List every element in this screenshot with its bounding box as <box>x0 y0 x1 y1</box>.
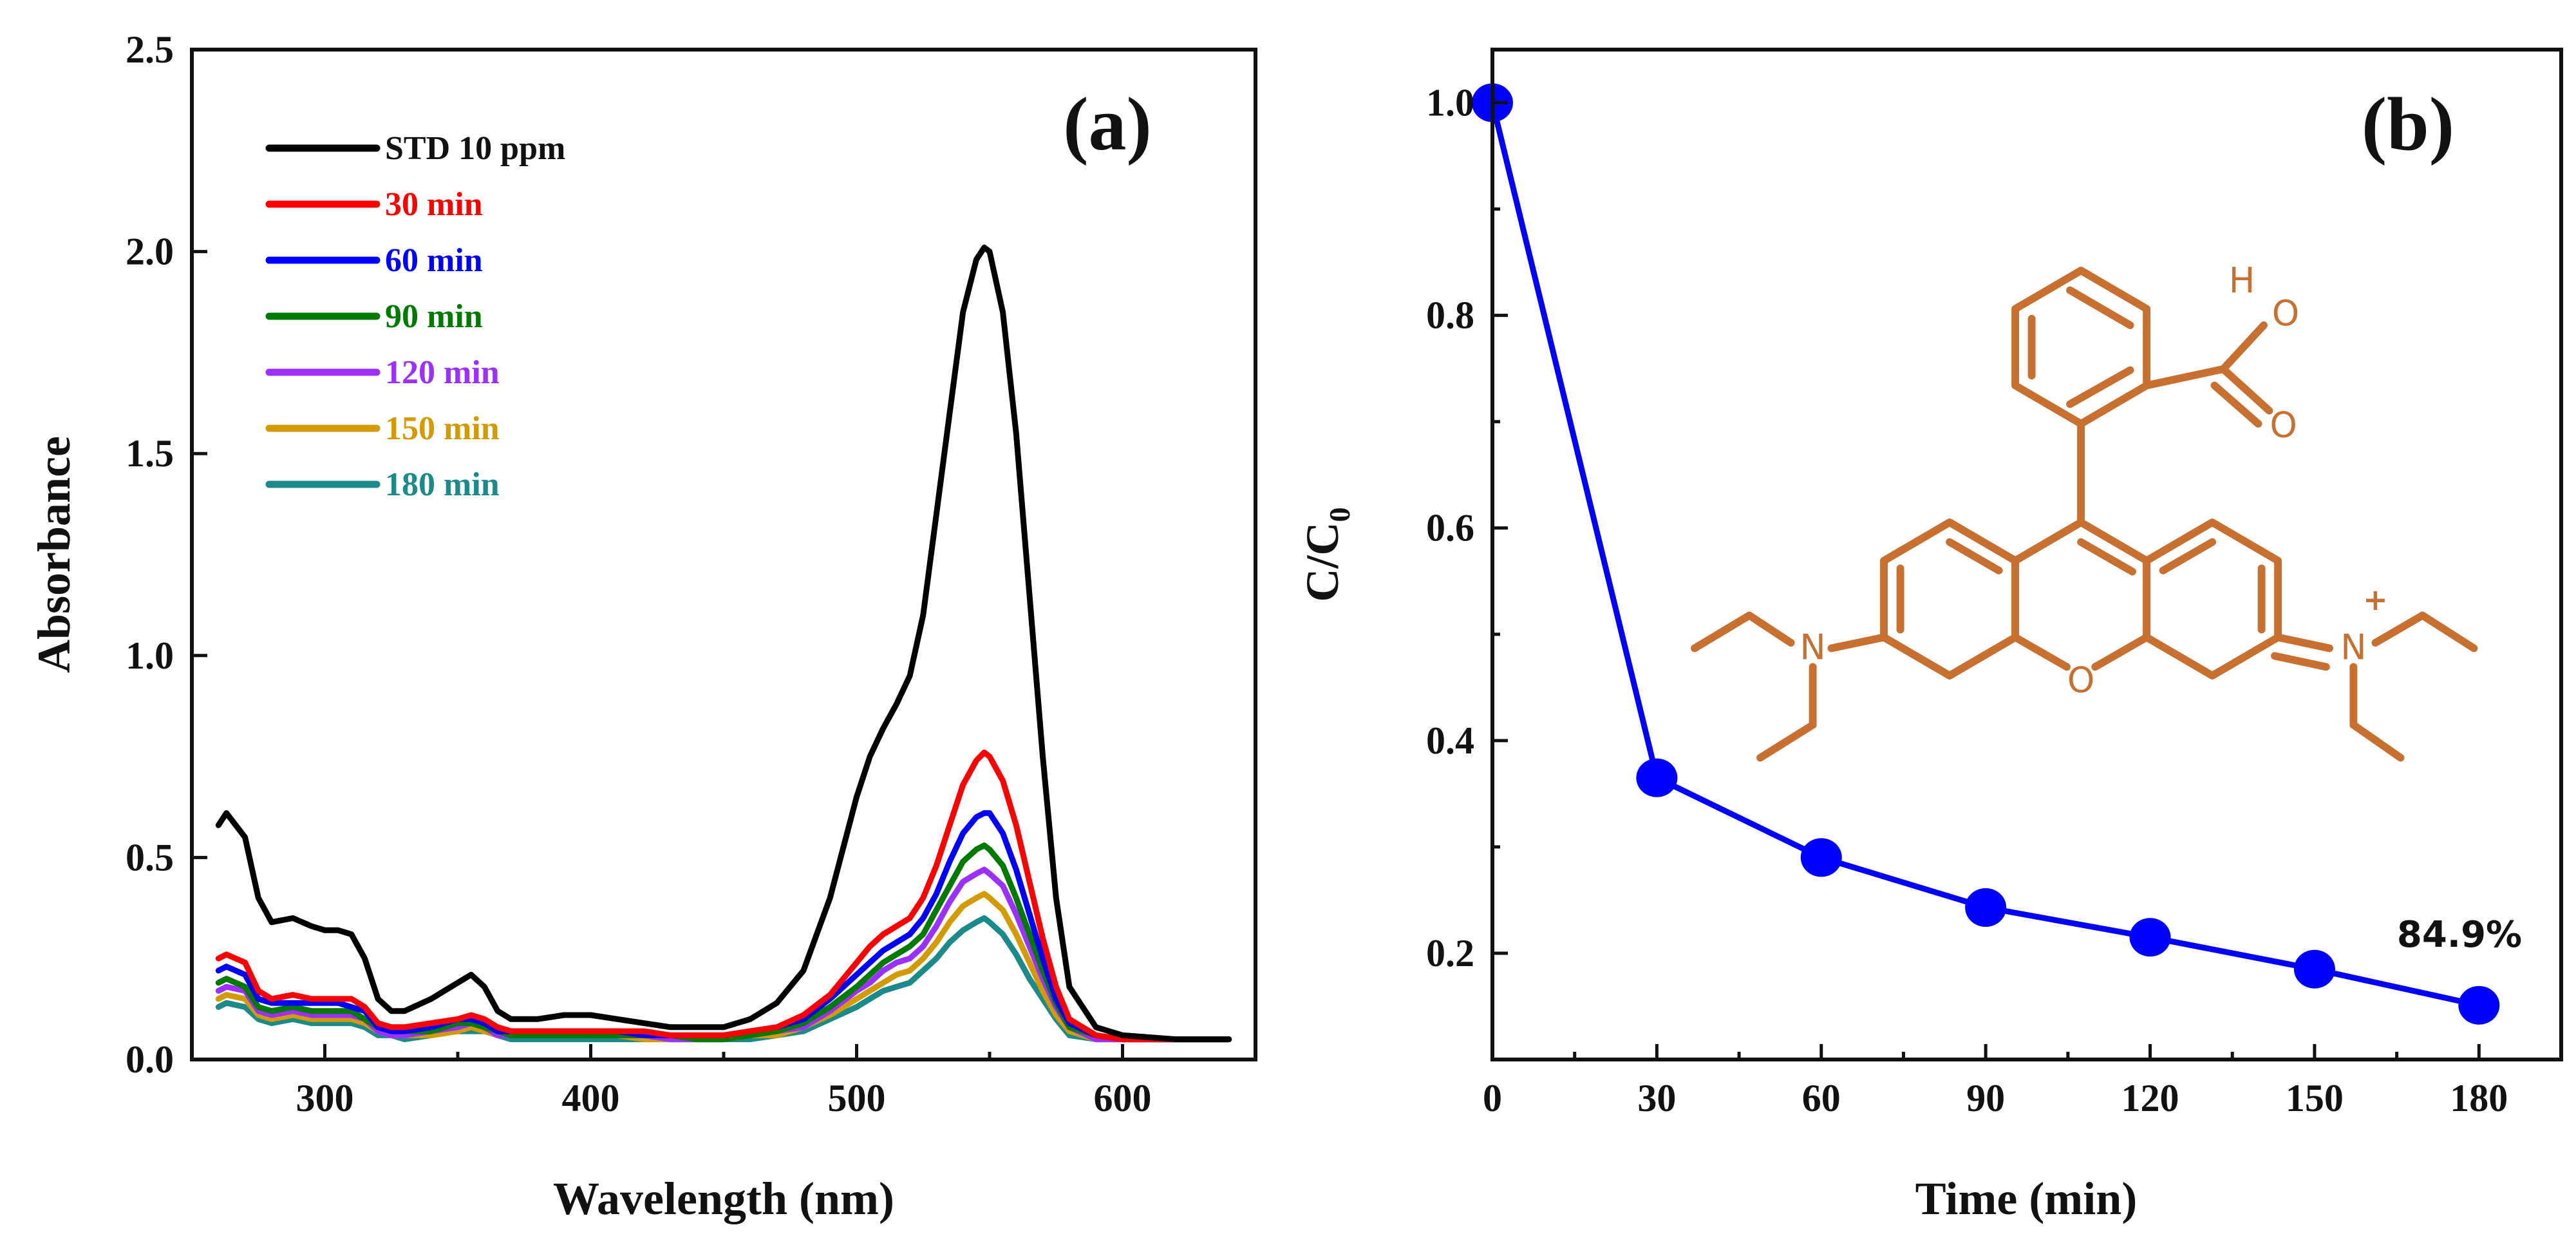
x-tick-label: 300 <box>296 1077 354 1119</box>
panel-a-x-axis-title: Wavelength (nm) <box>553 1173 894 1224</box>
y-tick-label: 0.0 <box>126 1038 174 1081</box>
panel-b-axis-ticks: 0 30 60 90 120 150 180 0.2 0.4 0.6 0.8 1.0 <box>1426 82 2508 1119</box>
atom-label-oxygen-carbonyl: O <box>2270 404 2297 445</box>
panel-b-y-axis-title: C/C0 <box>1297 508 1356 602</box>
removal-efficiency-annotation: 84.9% <box>2397 914 2522 956</box>
y-tick-label: 1.0 <box>1426 82 1474 124</box>
atom-label-oxygen-ring: O <box>2067 660 2095 701</box>
y-tick-label: 0.4 <box>1426 719 1474 762</box>
data-point-t150 <box>2293 949 2335 989</box>
y-title-main: C/C <box>1297 522 1348 602</box>
x-tick-label: 120 <box>2121 1077 2179 1119</box>
charge-plus-label: + <box>2363 582 2388 617</box>
panel-b-series <box>1472 83 2500 1025</box>
x-tick-label: 400 <box>562 1077 620 1119</box>
data-point-t60 <box>1800 838 1842 877</box>
panel-a-y-axis-title: Absorbance <box>28 436 80 673</box>
atom-label-nitrogen-left: N <box>1800 627 1825 668</box>
y-tick-label: 0.5 <box>126 836 174 879</box>
decay-line <box>1489 102 2480 1009</box>
legend-label-90-min: 90 min <box>385 298 483 335</box>
y-tick-label: 0.2 <box>1426 932 1474 974</box>
x-tick-label: 500 <box>828 1077 886 1119</box>
x-tick-label: 60 <box>1802 1077 1841 1119</box>
series-line-90-min <box>215 842 1232 1043</box>
panel-a-spectra-chart: 300 400 500 600 0.0 0.5 1.0 1.5 2.0 2.5 STD 10 pp… <box>28 28 1257 1224</box>
x-tick-label: 180 <box>2450 1077 2508 1119</box>
panel-b-label: (b) <box>2362 82 2454 166</box>
y-tick-label: 0.6 <box>1426 507 1474 549</box>
y-tick-label: 2.5 <box>126 28 174 71</box>
legend-label-std-10-ppm: STD 10 ppm <box>385 130 565 167</box>
data-point-t180 <box>2458 985 2500 1025</box>
series-line-30-min <box>215 749 1232 1043</box>
svg-text:C/C0: C/C0 <box>1297 508 1356 602</box>
legend-label-60-min: 60 min <box>385 242 483 279</box>
data-point-t90 <box>1965 888 2007 927</box>
x-tick-label: 90 <box>1966 1077 2005 1119</box>
x-tick-label: 0 <box>1483 1077 1502 1119</box>
y-title-subscript: 0 <box>1323 508 1356 522</box>
series-line-60-min <box>215 810 1232 1043</box>
legend-label-120-min: 120 min <box>385 354 500 391</box>
y-tick-label: 0.8 <box>1426 294 1474 337</box>
x-tick-label: 600 <box>1094 1077 1152 1119</box>
panel-a-curves <box>215 244 1232 1043</box>
x-tick-label: 30 <box>1637 1077 1676 1119</box>
panel-a-legend: STD 10 ppm 30 min 60 min 90 min 120 min 150 m… <box>265 130 565 503</box>
panel-b-plot-frame <box>1490 48 2563 1061</box>
atom-label-hydrogen: H <box>2229 260 2255 301</box>
data-point-t30 <box>1636 758 1678 797</box>
legend-label-180-min: 180 min <box>385 466 500 503</box>
panel-b-x-axis-title: Time (min) <box>1915 1173 2138 1224</box>
data-point-t120 <box>2129 918 2171 957</box>
y-tick-label: 1.0 <box>126 634 174 677</box>
atom-label-oxygen-hydroxyl: O <box>2272 293 2300 334</box>
series-line-std-10-ppm <box>215 244 1232 1043</box>
panel-a-label: (a) <box>1063 82 1152 166</box>
rhodamine-b-structure <box>1691 267 2478 762</box>
y-tick-label: 1.5 <box>126 432 174 475</box>
panel-a-axis-ticks: 300 400 500 600 0.0 0.5 1.0 1.5 2.0 2.5 <box>126 28 1152 1119</box>
x-tick-label: 150 <box>2286 1077 2344 1119</box>
atom-label-nitrogen-right: N <box>2340 627 2366 668</box>
y-tick-label: 2.0 <box>126 231 174 273</box>
legend-label-150-min: 150 min <box>385 410 500 447</box>
legend-label-30-min: 30 min <box>385 186 483 223</box>
